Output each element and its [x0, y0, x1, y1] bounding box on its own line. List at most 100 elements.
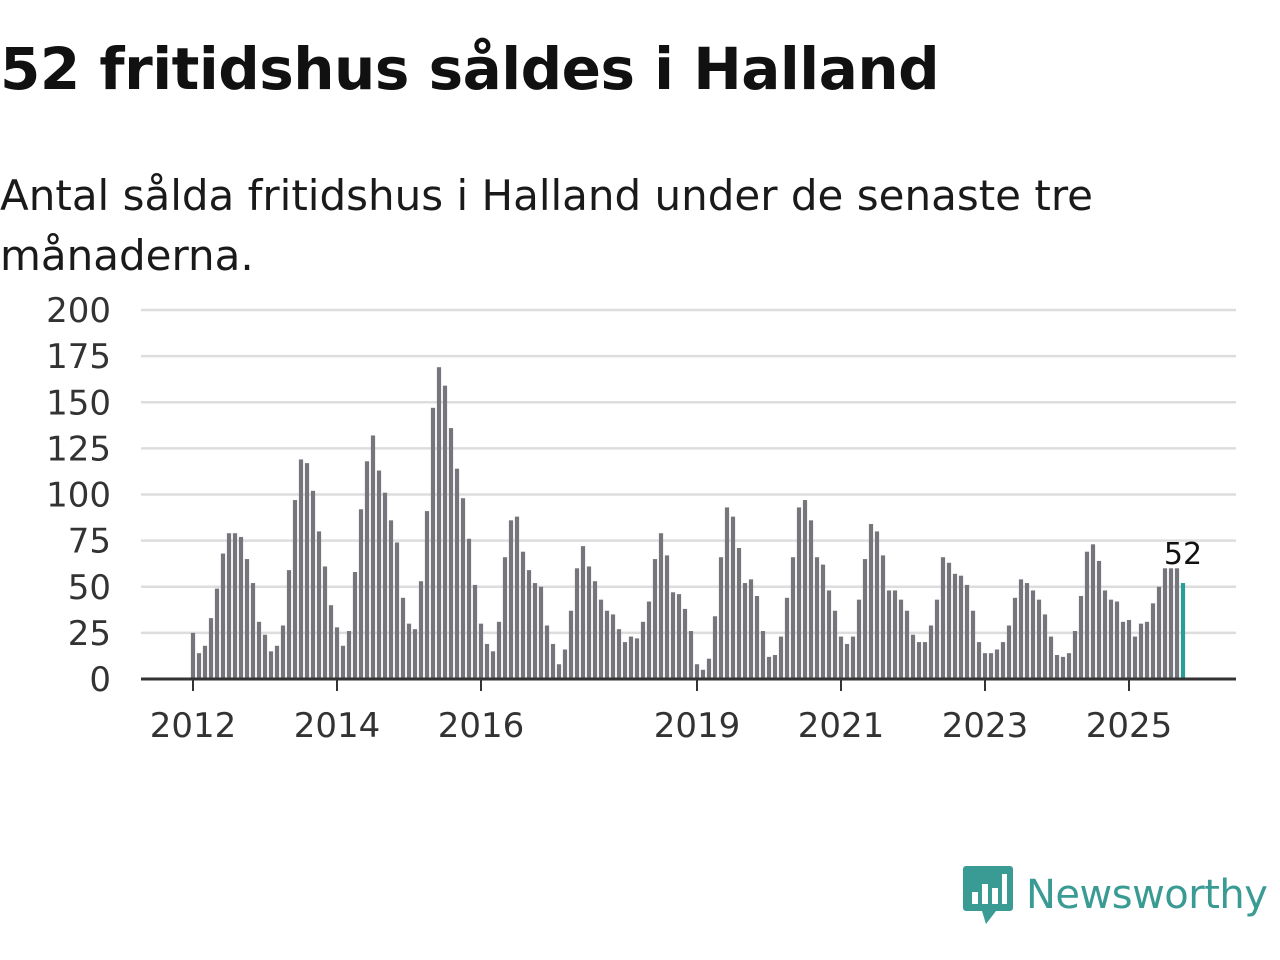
bar — [610, 614, 616, 679]
bar — [1132, 636, 1138, 679]
bar — [1138, 623, 1144, 679]
bar — [520, 551, 526, 679]
bar — [736, 548, 742, 679]
bar — [1006, 625, 1012, 679]
bar — [730, 516, 736, 679]
bar — [616, 629, 622, 679]
bar — [418, 581, 424, 679]
bar — [484, 643, 490, 679]
bar — [958, 575, 964, 679]
bar — [586, 566, 592, 679]
bar — [436, 367, 442, 679]
bar — [910, 634, 916, 679]
y-tick-label: 125 — [46, 429, 111, 469]
bar — [796, 507, 802, 679]
bar — [550, 643, 556, 679]
y-tick-label: 100 — [46, 476, 111, 516]
bar — [1012, 597, 1018, 679]
bar — [1114, 601, 1120, 679]
bar — [904, 610, 910, 679]
bar — [1084, 551, 1090, 679]
bar — [712, 616, 718, 679]
bar — [1036, 599, 1042, 679]
bar — [898, 599, 904, 679]
bar — [628, 636, 634, 679]
bar — [1174, 568, 1180, 679]
bar — [1024, 583, 1030, 679]
bar — [316, 531, 322, 679]
newsworthy-logo-text: Newsworthy — [1026, 872, 1268, 918]
bar — [874, 531, 880, 679]
bar — [970, 610, 976, 679]
bar — [772, 655, 778, 679]
bar — [502, 557, 508, 679]
bar — [778, 636, 784, 679]
bar — [358, 509, 364, 679]
bar — [256, 621, 262, 679]
bar — [964, 584, 970, 679]
bar — [922, 642, 928, 679]
bar — [826, 590, 832, 679]
bar — [1120, 621, 1126, 679]
bar — [232, 533, 238, 679]
bar — [1072, 631, 1078, 679]
bar — [940, 557, 946, 679]
bar — [838, 636, 844, 679]
bar — [832, 610, 838, 679]
bar — [562, 649, 568, 679]
bar — [400, 597, 406, 679]
bar — [976, 642, 982, 679]
bar — [286, 570, 292, 679]
bar — [718, 557, 724, 679]
bar — [892, 590, 898, 679]
bar — [1018, 579, 1024, 679]
bar — [994, 649, 1000, 679]
bar — [310, 490, 316, 679]
bar — [214, 588, 220, 679]
bar — [280, 625, 286, 679]
bar — [820, 564, 826, 679]
bar — [298, 459, 304, 679]
y-tick-label: 25 — [68, 614, 111, 654]
bar — [466, 538, 472, 679]
bar — [646, 601, 652, 679]
bar — [658, 533, 664, 679]
bar — [430, 407, 436, 679]
bar — [952, 573, 958, 679]
bar — [508, 520, 514, 679]
bar — [478, 623, 484, 679]
bar — [676, 594, 682, 679]
newsworthy-logo-icon — [963, 866, 1013, 924]
bar — [340, 645, 346, 679]
bar — [424, 511, 430, 679]
bar — [766, 656, 772, 679]
bar — [580, 546, 586, 679]
chart-subtitle: Antal sålda fritidshus i Halland under d… — [0, 171, 1094, 280]
bar — [556, 664, 562, 679]
bar — [526, 570, 532, 679]
bar — [850, 636, 856, 679]
bar — [604, 610, 610, 679]
bar — [670, 592, 676, 679]
bar — [208, 618, 214, 679]
bar — [514, 516, 520, 679]
bar — [406, 623, 412, 679]
bar — [454, 468, 460, 679]
bar — [322, 566, 328, 679]
bar — [346, 631, 352, 679]
highlight-value-label: 52 — [1164, 537, 1202, 572]
bar — [592, 581, 598, 679]
bar — [946, 562, 952, 679]
x-tick-label: 2012 — [150, 706, 237, 746]
bar — [886, 590, 892, 679]
bar — [1096, 560, 1102, 679]
bar — [250, 583, 256, 679]
bar — [1042, 614, 1048, 679]
bar — [334, 627, 340, 679]
bar — [688, 631, 694, 679]
bar — [742, 583, 748, 679]
bar — [376, 470, 382, 679]
bar — [196, 653, 202, 679]
bar — [844, 643, 850, 679]
bar — [1090, 544, 1096, 679]
